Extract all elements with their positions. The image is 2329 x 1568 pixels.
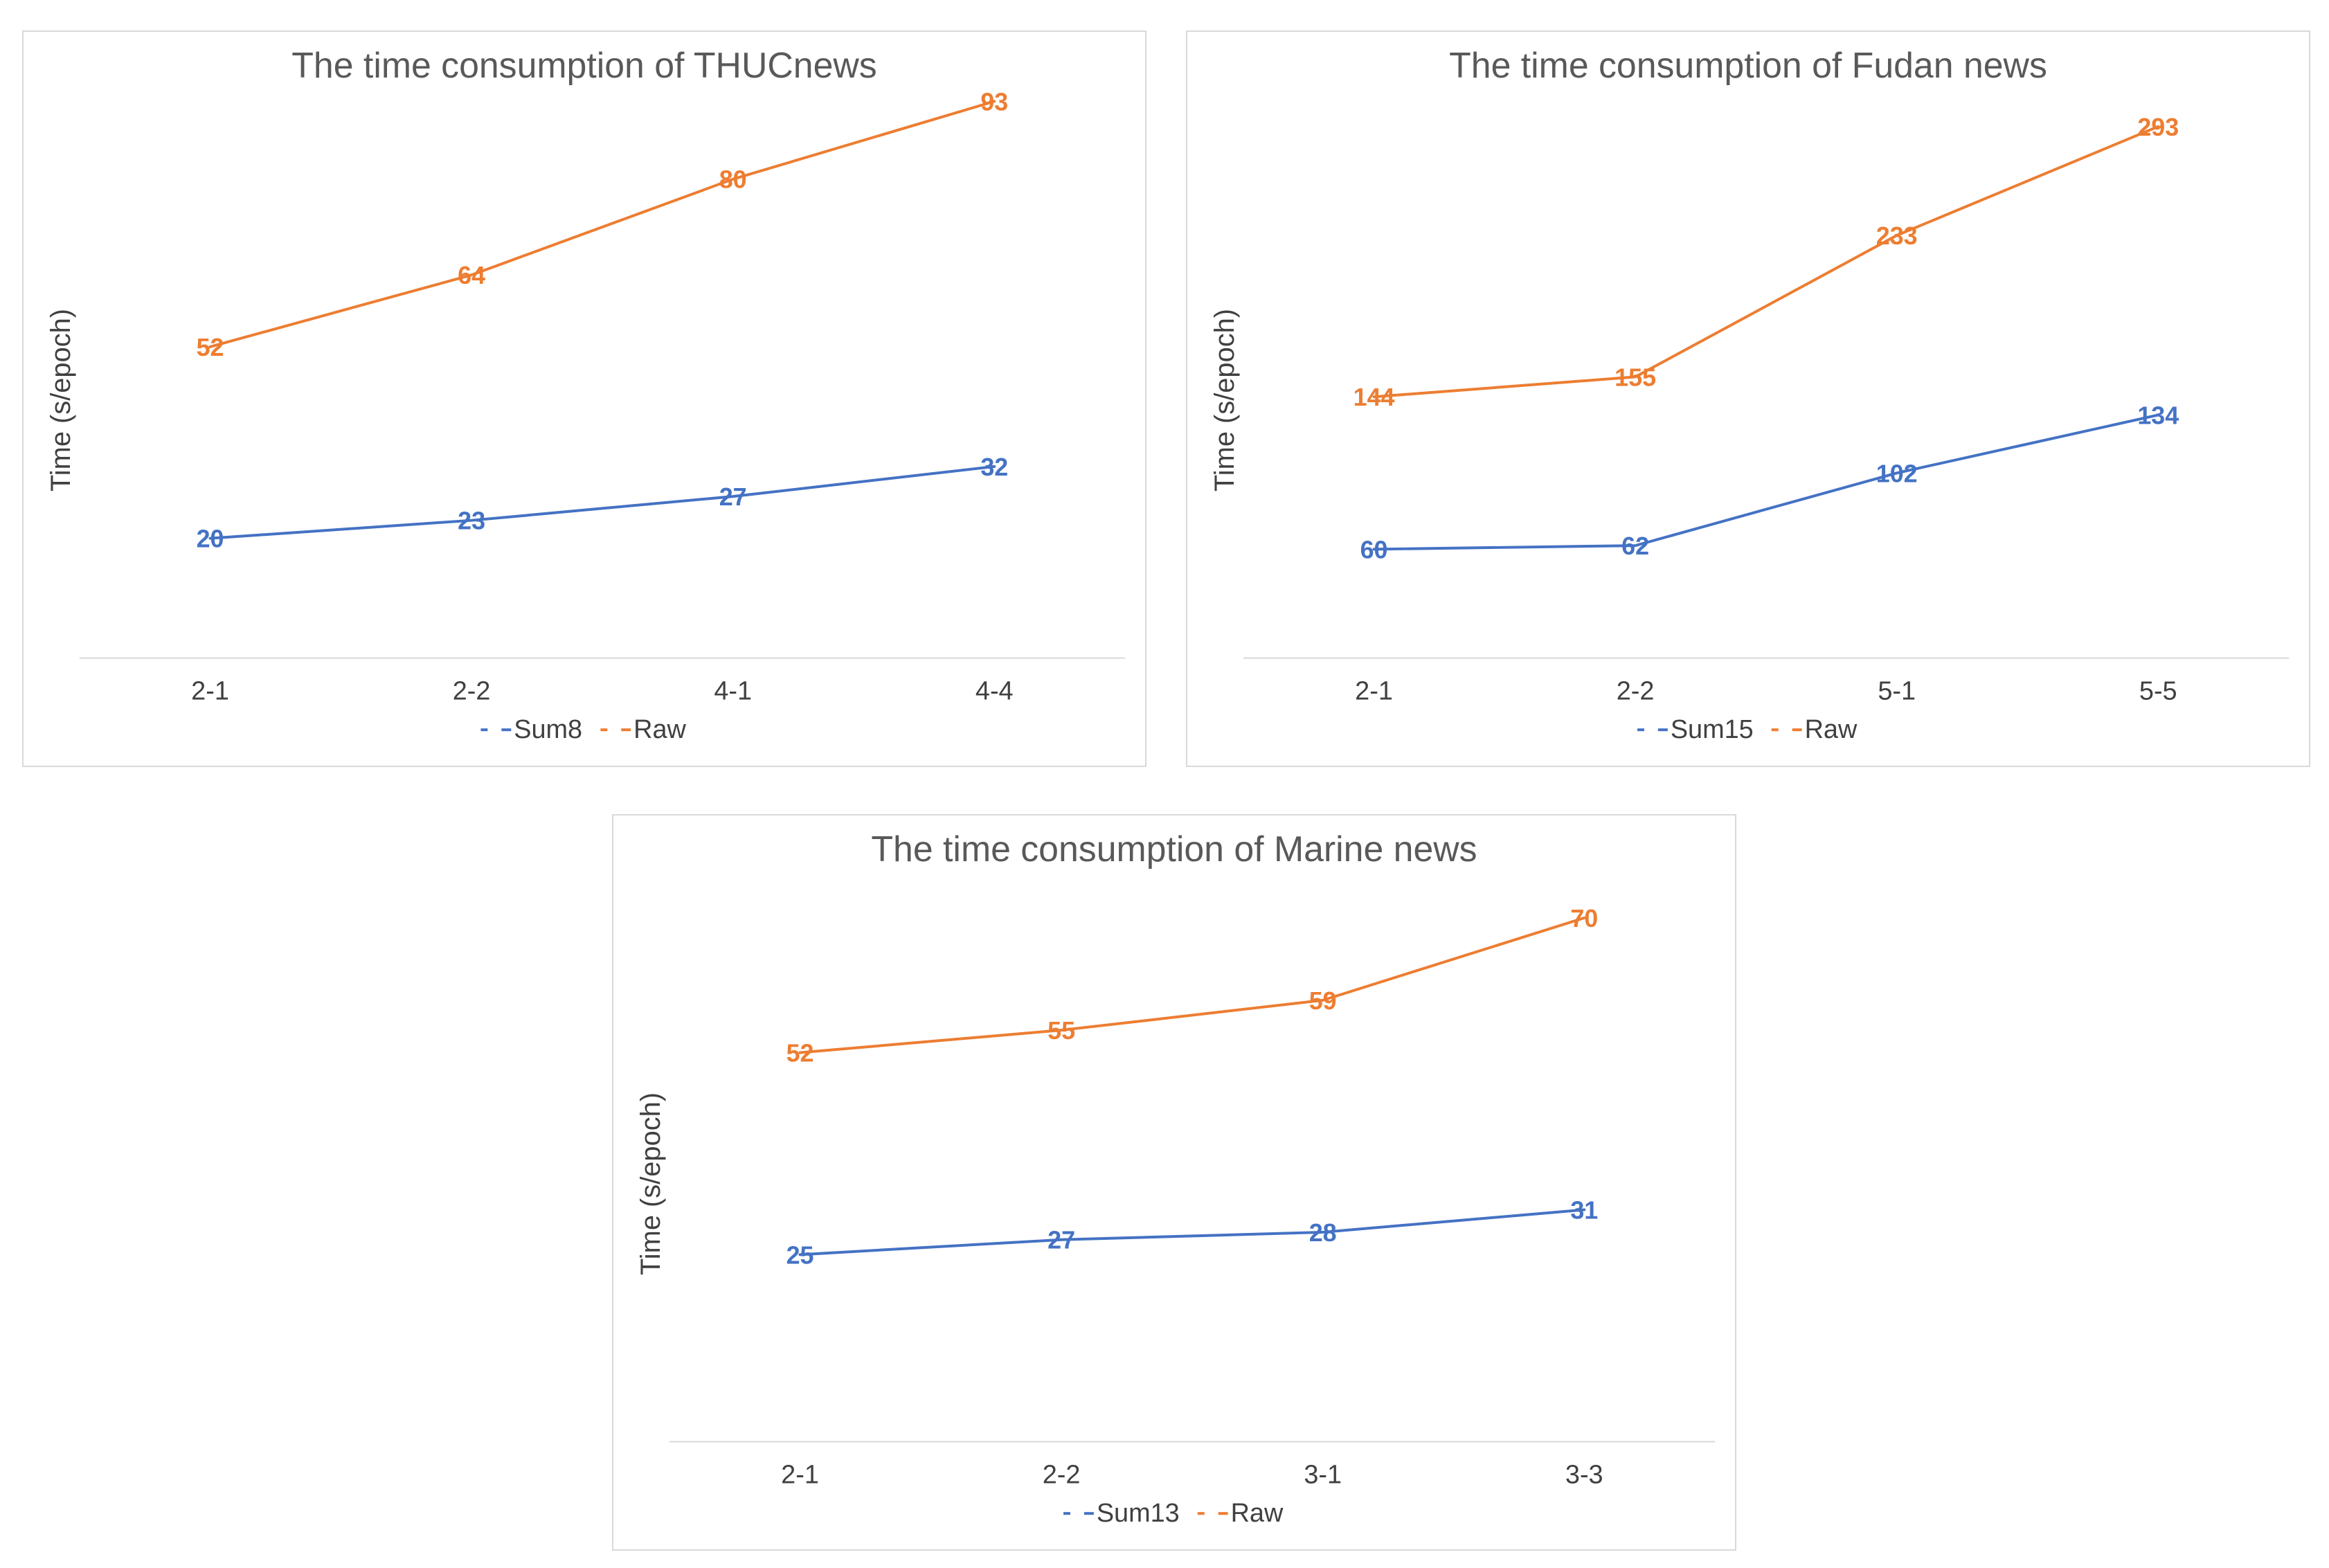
legend-label-sum13: Sum13 [1097,1499,1180,1528]
data-label-sum15-5-1: 102 [1876,460,1918,487]
chart-title: The time consumption of Fudan news [1449,45,2047,85]
data-label-raw-3-1: 59 [1309,987,1337,1015]
x-tick-label-2-2: 2-2 [1617,676,1655,705]
data-label-sum13-2-1: 25 [786,1241,814,1269]
data-label-raw-2-1: 144 [1354,384,1395,411]
x-tick-label-2-2: 2-2 [453,676,491,705]
x-tick-label-5-5: 5-5 [2139,676,2177,705]
data-label-raw-2-1: 52 [786,1039,814,1067]
legend-label-raw: Raw [633,715,686,744]
legend-label-sum8: Sum8 [514,715,582,744]
y-axis-label: Time (s/epoch) [46,309,76,492]
data-label-sum8-2-2: 23 [458,507,485,535]
data-label-sum13-3-1: 28 [1309,1219,1337,1247]
chart-panel-marine: The time consumption of Marine news Time … [612,814,1736,1551]
data-label-sum15-2-1: 60 [1360,536,1388,564]
data-label-raw-2-2: 55 [1047,1017,1075,1045]
series-line-sum13 [798,1208,1586,1256]
data-label-raw-2-1: 52 [197,334,224,361]
data-label-raw-3-3: 70 [1570,905,1598,932]
series-line-sum15 [1372,413,2160,551]
chart-panel-thucnews: The time consumption of THUCnews Time (s/… [22,30,1146,767]
data-label-sum8-4-4: 32 [980,453,1008,481]
x-tick-label-3-1: 3-1 [1304,1460,1342,1489]
x-tick-label-4-4: 4-4 [975,676,1014,705]
data-label-raw-2-2: 64 [458,262,485,289]
x-tick-label-4-1: 4-1 [714,676,752,705]
chart-title: The time consumption of THUCnews [291,45,876,85]
data-label-raw-4-1: 80 [719,166,747,194]
data-label-sum15-5-5: 134 [2137,402,2179,429]
data-label-raw-2-2: 155 [1615,363,1656,391]
chart-title: The time consumption of Marine news [871,829,1477,869]
chart-svg-fudan: The time consumption of Fudan news Time (… [1210,45,2290,744]
data-label-raw-5-5: 293 [2137,114,2179,141]
data-label-sum13-3-3: 31 [1570,1196,1598,1224]
legend-label-sum15: Sum15 [1671,715,1754,744]
legend-label-raw: Raw [1231,1499,1284,1528]
series-line-sum8 [208,465,996,540]
data-label-raw-4-4: 93 [980,88,1008,116]
data-label-raw-5-1: 233 [1876,222,1918,250]
y-axis-label: Time (s/epoch) [1210,309,1240,492]
legend-label-raw: Raw [1805,715,1858,744]
x-tick-label-2-1: 2-1 [191,676,229,705]
y-axis-label: Time (s/epoch) [636,1092,666,1275]
data-label-sum8-4-1: 27 [719,483,747,511]
x-tick-label-2-1: 2-1 [1355,676,1393,705]
chart-panel-fudan: The time consumption of Fudan news Time (… [1186,30,2310,767]
series-line-raw [208,100,996,348]
data-label-sum13-2-2: 27 [1047,1227,1075,1254]
x-tick-label-5-1: 5-1 [1878,676,1916,705]
x-tick-label-3-3: 3-3 [1565,1460,1603,1489]
x-tick-label-2-2: 2-2 [1043,1460,1081,1489]
data-label-sum8-2-1: 20 [197,525,224,553]
series-line-raw [1372,125,2160,399]
chart-svg-thucnews: The time consumption of THUCnews Time (s/… [46,45,1126,744]
data-label-sum15-2-2: 62 [1621,532,1649,560]
chart-svg-marine: The time consumption of Marine news Time … [636,829,1716,1528]
x-tick-label-2-1: 2-1 [781,1460,819,1489]
series-line-raw [798,916,1586,1054]
